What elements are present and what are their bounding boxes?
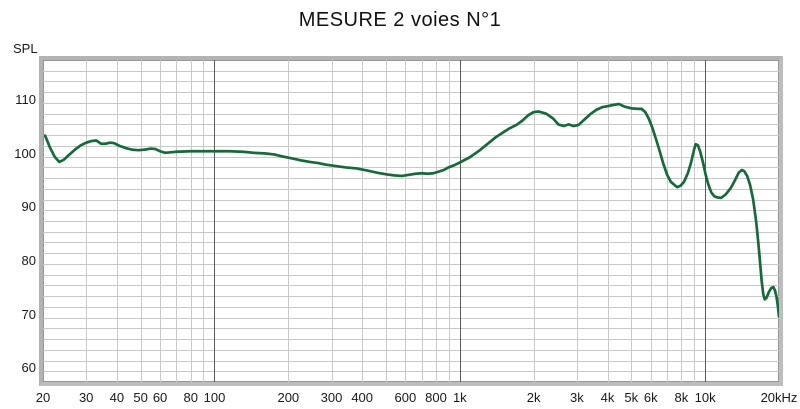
y-axis-title-spl: SPL bbox=[13, 41, 38, 56]
x-tick-label: 3k bbox=[569, 390, 584, 405]
frequency-response-plot bbox=[43, 60, 779, 382]
x-tick-label: 4k bbox=[600, 390, 615, 405]
x-tick-label: 800 bbox=[425, 390, 447, 405]
y-tick-label: 100 bbox=[14, 145, 36, 161]
chart-title: MESURE 2 voies N°1 bbox=[298, 9, 502, 31]
x-tick-label: 5k bbox=[624, 390, 639, 405]
y-tick-label: 110 bbox=[15, 91, 36, 107]
y-tick-label: 70 bbox=[21, 306, 36, 322]
x-tick-label: 30 bbox=[78, 390, 94, 405]
x-tick-label: 8k bbox=[674, 390, 689, 405]
x-tick-label: 2k bbox=[526, 390, 541, 405]
x-tick-label: 400 bbox=[351, 390, 374, 405]
x-tick-label: 50 bbox=[133, 390, 148, 405]
x-tick-label: 20kHz bbox=[760, 390, 798, 405]
y-tick-label: 60 bbox=[21, 360, 36, 376]
x-tick-label: 600 bbox=[394, 390, 417, 405]
x-tick-label: 80 bbox=[183, 390, 198, 405]
y-tick-label: 80 bbox=[21, 252, 36, 268]
x-tick-label: 60 bbox=[152, 390, 168, 405]
x-tick-label: 200 bbox=[277, 390, 300, 405]
x-tick-label: 10k bbox=[694, 390, 716, 405]
frequency-response-curve bbox=[43, 102, 779, 318]
plot-frame bbox=[39, 56, 783, 386]
x-tick-label: 20 bbox=[35, 390, 51, 405]
x-tick-label: 40 bbox=[109, 390, 125, 405]
x-tick-label: 100 bbox=[203, 390, 226, 405]
x-tick-label: 6k bbox=[643, 390, 658, 405]
x-tick-label: 300 bbox=[320, 390, 343, 405]
y-tick-label: 90 bbox=[21, 199, 36, 215]
x-tick-label: 1k bbox=[452, 390, 467, 405]
